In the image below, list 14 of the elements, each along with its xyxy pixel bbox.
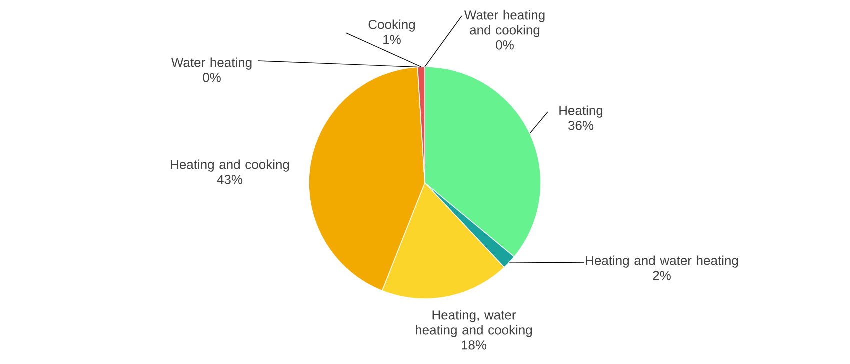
slice-label: Cooking bbox=[368, 20, 416, 32]
category-label: Water heating and cooking bbox=[464, 10, 545, 38]
data-label: 43% bbox=[217, 175, 243, 184]
slice-label: Heating and water heating bbox=[586, 256, 738, 268]
data-label: 18% bbox=[462, 340, 487, 350]
slice-label: Heating, water heating and cooking bbox=[416, 310, 532, 338]
data-label: 2% bbox=[653, 271, 671, 280]
slice-label: Heating bbox=[560, 106, 603, 118]
data-label: 1% bbox=[384, 35, 401, 44]
text: 0% bbox=[496, 40, 514, 50]
slice-label: Heating and cooking bbox=[171, 160, 290, 172]
category-label: Water heating bbox=[171, 58, 252, 70]
data-label: 36% bbox=[568, 121, 594, 130]
text: 0% bbox=[203, 73, 221, 82]
